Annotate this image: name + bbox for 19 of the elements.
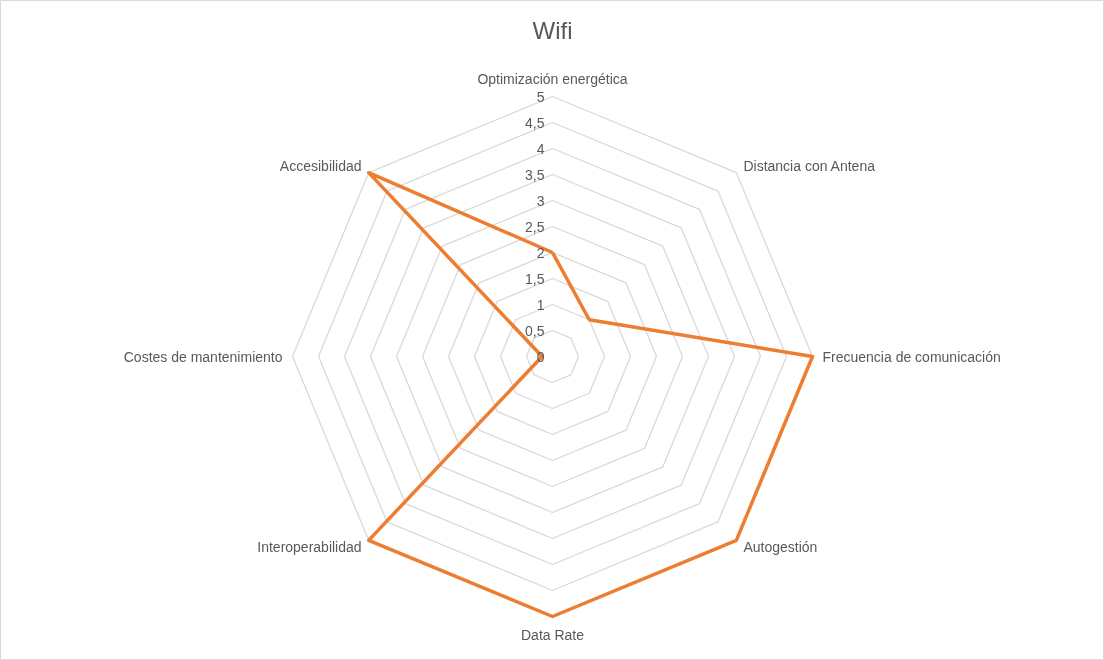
spoke-label: Autogestión <box>743 539 818 556</box>
y-tick-label: 2 <box>536 244 545 261</box>
spoke-label: Costes de mantenimiento <box>123 348 283 365</box>
y-tick-label: 1 <box>536 296 545 313</box>
y-tick-label: 5 <box>536 88 545 105</box>
y-tick-label: 0,5 <box>525 322 545 339</box>
spoke-label: Optimización energética <box>477 70 628 87</box>
y-tick-label: 3 <box>536 192 545 209</box>
y-tick-label: 4 <box>536 140 545 157</box>
spoke-label: Frecuencia de comunicación <box>822 348 1001 365</box>
y-tick-label: 1,5 <box>525 270 545 287</box>
spoke-label: Interoperabilidad <box>257 539 362 556</box>
spoke-label: Distancia con Antena <box>743 157 876 174</box>
y-tick-label: 3,5 <box>525 166 545 183</box>
chart-title: Wifi <box>532 17 573 44</box>
spoke-label: Data Rate <box>520 626 585 643</box>
y-tick-label: 4,5 <box>525 114 545 131</box>
spoke-label: Accesibilidad <box>279 157 362 174</box>
y-tick-label: 2,5 <box>525 218 545 235</box>
